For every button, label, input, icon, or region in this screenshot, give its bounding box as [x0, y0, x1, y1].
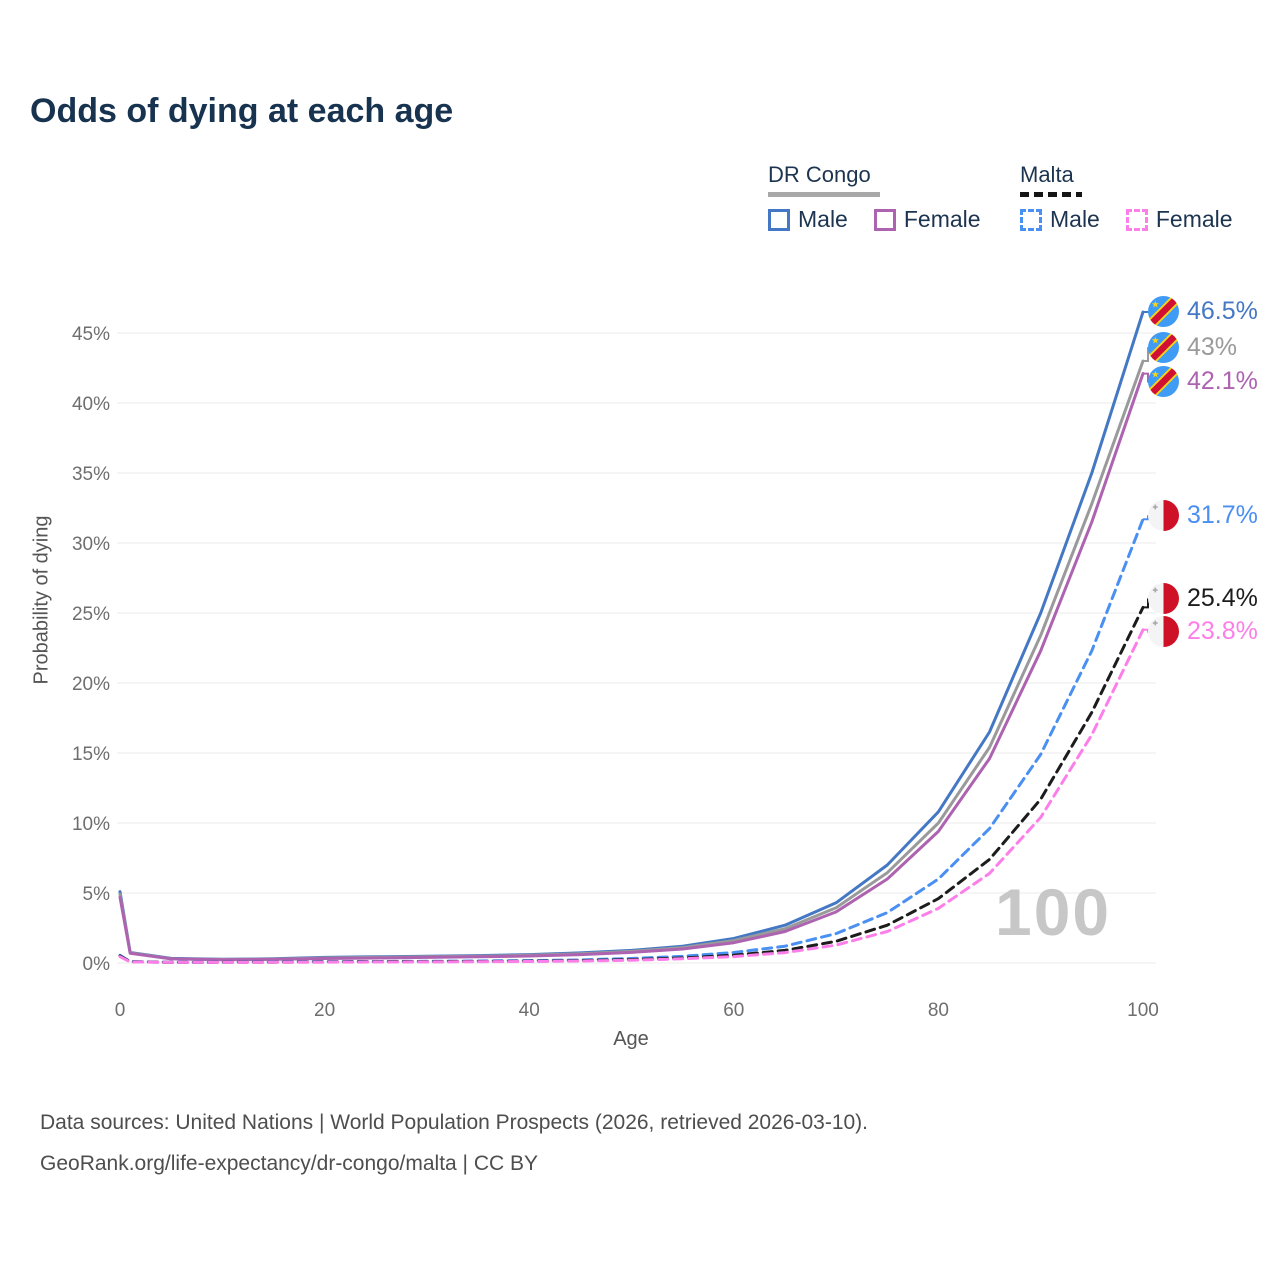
legend-swatch-drc-male — [768, 208, 790, 231]
x-tick-60: 60 — [723, 1000, 744, 1021]
end-value-drc-female: 42.1% — [1187, 366, 1258, 395]
data-source-line1: Data sources: United Nations | World Pop… — [40, 1111, 869, 1134]
svg-text:★: ★ — [1151, 335, 1159, 345]
x-axis-title: Age — [613, 1028, 649, 1050]
data-source-note: Data sources: United Nations | World Pop… — [40, 1102, 868, 1184]
y-tick-5: 5% — [83, 884, 111, 905]
end-value-malta-female: 23.8% — [1187, 616, 1258, 645]
x-tick-20: 20 — [314, 1000, 335, 1021]
y-tick-40: 40% — [72, 394, 110, 415]
legend-label-drc-female: Female — [903, 206, 981, 232]
end-value-drc-male: 46.5% — [1187, 297, 1258, 325]
y-tick-30: 30% — [72, 534, 110, 555]
legend-group-dr-congo-title: DR Congo — [768, 162, 871, 187]
legend-swatch-malta-female — [1125, 208, 1148, 231]
legend-group-dr-congo: DR Congo Male Female — [768, 162, 981, 233]
end-label-drc-both: ★ 43% — [1148, 332, 1237, 363]
y-axis-title: Probability of dying — [30, 515, 53, 685]
series-line-1 — [118, 359, 1145, 961]
svg-text:★: ★ — [1151, 369, 1159, 379]
x-tick-0: 0 — [115, 1000, 126, 1021]
x-tick-100: 100 — [1127, 1000, 1159, 1021]
page-title: Odds of dying at each age — [30, 92, 454, 130]
dr-congo-flag-icon: ★ — [1148, 365, 1179, 397]
end-label-malta-male: 31.7% — [1148, 500, 1258, 532]
y-tick-0: 0% — [83, 954, 111, 975]
malta-flag-icon — [1148, 615, 1179, 647]
end-value-malta-both: 25.4% — [1187, 584, 1258, 613]
y-tick-20: 20% — [72, 674, 110, 695]
dr-congo-flag-icon: ★ — [1148, 296, 1179, 327]
legend-item-drc-female[interactable]: Female — [873, 206, 981, 233]
end-label-drc-female: ★ 42.1% — [1148, 365, 1258, 397]
malta-flag-icon — [1148, 583, 1179, 615]
legend-group-malta-title: Malta — [1020, 162, 1074, 187]
x-tick-40: 40 — [519, 1000, 540, 1021]
series-line-3 — [118, 517, 1145, 964]
chart-watermark: 100 — [995, 875, 1112, 949]
legend-item-malta-female[interactable]: Female — [1125, 206, 1233, 233]
series-line-0 — [118, 310, 1145, 961]
end-value-malta-male: 31.7% — [1187, 501, 1258, 530]
y-tick-45: 45% — [72, 324, 110, 345]
legend-label-malta-male: Male — [1050, 206, 1100, 232]
y-tick-25: 25% — [72, 604, 110, 625]
malta-flag-icon — [1148, 500, 1179, 532]
end-label-malta-female: 23.8% — [1148, 615, 1258, 647]
end-label-malta-both: 25.4% — [1148, 583, 1258, 615]
end-value-drc-both: 43% — [1187, 333, 1238, 361]
legend-label-drc-male: Male — [798, 206, 848, 232]
x-tick-80: 80 — [928, 1000, 949, 1021]
data-source-line2: GeoRank.org/life-expectancy/dr-congo/mal… — [40, 1152, 539, 1175]
legend-item-drc-male[interactable]: Male — [768, 206, 848, 233]
legend-swatch-drc-female — [873, 208, 896, 231]
y-tick-35: 35% — [72, 464, 110, 485]
series-line-4 — [118, 605, 1145, 964]
dr-congo-flag-icon: ★ — [1148, 332, 1179, 363]
y-tick-10: 10% — [72, 814, 110, 835]
series-line-5 — [118, 628, 1145, 964]
series-line-2 — [118, 372, 1145, 962]
legend-underline-solid — [768, 192, 880, 197]
y-tick-15: 15% — [72, 744, 110, 765]
legend-underline-dashed — [1020, 192, 1082, 197]
end-label-drc-male: ★ 46.5% — [1148, 296, 1258, 327]
legend-swatch-malta-male — [1020, 208, 1042, 231]
svg-text:★: ★ — [1151, 299, 1159, 309]
legend-item-malta-male[interactable]: Male — [1020, 206, 1100, 233]
legend-label-malta-female: Female — [1155, 206, 1233, 232]
legend-group-malta: Malta Male Female — [1020, 162, 1233, 233]
